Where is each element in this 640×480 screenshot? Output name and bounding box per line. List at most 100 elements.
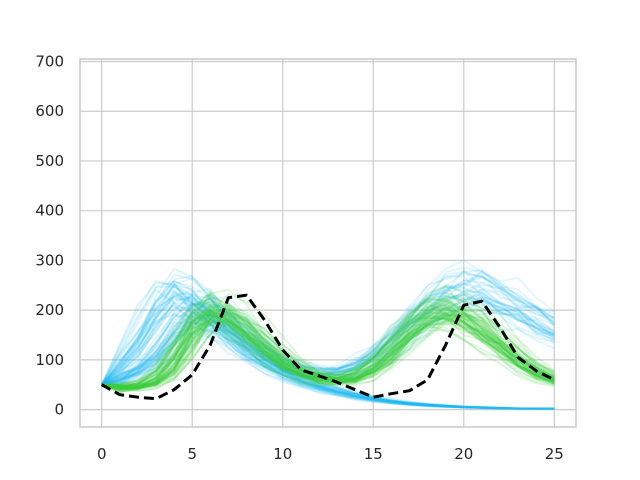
- ensemble-line: [100, 285, 555, 410]
- ensemble-line: [101, 308, 555, 388]
- ensemble-line: [101, 270, 555, 386]
- ensemble-line: [101, 306, 555, 388]
- ensemble-line: [101, 303, 555, 389]
- ensemble-line: [101, 310, 555, 389]
- ensemble-line: [101, 304, 555, 410]
- y-axis-ticks: 0 100 200 300 400 500 600 700: [35, 52, 64, 418]
- ensemble-line: [101, 309, 555, 391]
- ensemble-line: [101, 301, 555, 389]
- ensemble-line: [101, 304, 555, 389]
- ensemble-line: [101, 304, 555, 386]
- ensemble-line: [101, 274, 555, 386]
- ensemble-line: [101, 294, 555, 386]
- ensemble-line: [101, 315, 555, 391]
- ensemble-line: [101, 309, 555, 390]
- ensemble-line: [101, 313, 555, 389]
- ensemble-line: [101, 320, 555, 391]
- ensemble-line: [101, 311, 555, 391]
- ensemble-line: [100, 295, 555, 410]
- y-tick-label: 400: [35, 202, 64, 220]
- ensemble-line: [101, 302, 555, 389]
- ensemble-line: [100, 288, 555, 410]
- ensemble-line: [101, 308, 555, 390]
- ensemble-line: [101, 271, 555, 386]
- ensemble-line: [101, 282, 555, 386]
- ensemble-line: [101, 300, 555, 387]
- ensemble-line: [101, 283, 555, 410]
- ensemble-line: [101, 298, 555, 386]
- x-tick-label: 5: [187, 445, 197, 463]
- ensemble-line: [101, 302, 555, 410]
- ensemble-line: [101, 292, 555, 410]
- y-tick-label: 0: [54, 401, 64, 419]
- ensemble-line: [101, 284, 555, 388]
- y-tick-label: 300: [35, 251, 64, 269]
- ensemble-line: [101, 312, 555, 390]
- ensemble-line: [101, 309, 555, 390]
- ensemble-line: [101, 279, 555, 410]
- ensemble-line: [101, 304, 555, 386]
- ensemble-line: [101, 303, 555, 390]
- ensemble-line: [101, 309, 555, 389]
- ensemble-line: [101, 293, 555, 410]
- ensemble-line: [101, 282, 555, 410]
- ensemble-line: [101, 282, 555, 386]
- ensemble-line: [101, 312, 555, 391]
- ensemble-line: [101, 313, 555, 391]
- x-axis-ticks: 0 5 10 15 20 25: [97, 445, 564, 463]
- ensemble-line: [101, 289, 555, 387]
- ensemble-line: [100, 304, 555, 410]
- ensemble-line: [101, 321, 555, 392]
- ensemble-line: [101, 266, 555, 386]
- ensemble-line: [101, 313, 555, 389]
- ensemble-line: [101, 273, 555, 410]
- ensemble-line: [101, 311, 555, 391]
- ensemble-line: [101, 306, 555, 388]
- y-tick-label: 600: [35, 102, 64, 120]
- ensemble-line: [101, 302, 555, 388]
- ensemble-line: [101, 309, 555, 389]
- ensemble-line: [101, 308, 555, 391]
- ensemble-line: [101, 319, 555, 392]
- ensemble-line: [101, 305, 555, 389]
- ensemble-line: [101, 297, 555, 388]
- ensemble-line: [101, 324, 555, 394]
- ensemble-line: [101, 320, 555, 393]
- x-tick-label: 25: [545, 445, 564, 463]
- ensemble-line: [101, 295, 555, 386]
- ensemble-line: [101, 304, 555, 387]
- ensemble-line: [101, 276, 555, 410]
- ensemble-line: [101, 302, 555, 410]
- ensemble-line: [100, 279, 555, 410]
- ensemble-line: [101, 259, 555, 386]
- reference-series: [100, 293, 555, 401]
- plot-frame: [79, 58, 577, 428]
- ensemble-line: [101, 297, 555, 387]
- ensemble-line: [101, 303, 555, 391]
- y-tick-label: 500: [35, 152, 64, 170]
- ensemble-line: [101, 286, 555, 386]
- ensemble-line: [101, 310, 555, 386]
- ensemble-line: [101, 312, 555, 389]
- ensemble-line: [101, 279, 555, 386]
- ensemble-line: [101, 290, 555, 410]
- x-tick-label: 20: [454, 445, 473, 463]
- ensemble-line: [100, 267, 555, 410]
- ensemble-line: [101, 297, 555, 387]
- ensemble-line: [101, 303, 555, 388]
- ensemble-line: [101, 301, 555, 387]
- ensemble-line: [101, 290, 555, 386]
- ensemble-line: [101, 316, 555, 391]
- ensemble-line: [101, 293, 555, 410]
- ensemble-line: [101, 302, 555, 410]
- ensemble-line: [101, 288, 555, 386]
- grid: [80, 59, 576, 427]
- ensemble-line: [101, 298, 555, 389]
- ensemble-line: [101, 296, 555, 386]
- ensemble-line: [100, 296, 555, 410]
- ensemble-line: [101, 270, 555, 386]
- ensemble-line: [101, 290, 555, 410]
- ensemble-line: [101, 294, 555, 386]
- ensemble-line: [101, 314, 555, 391]
